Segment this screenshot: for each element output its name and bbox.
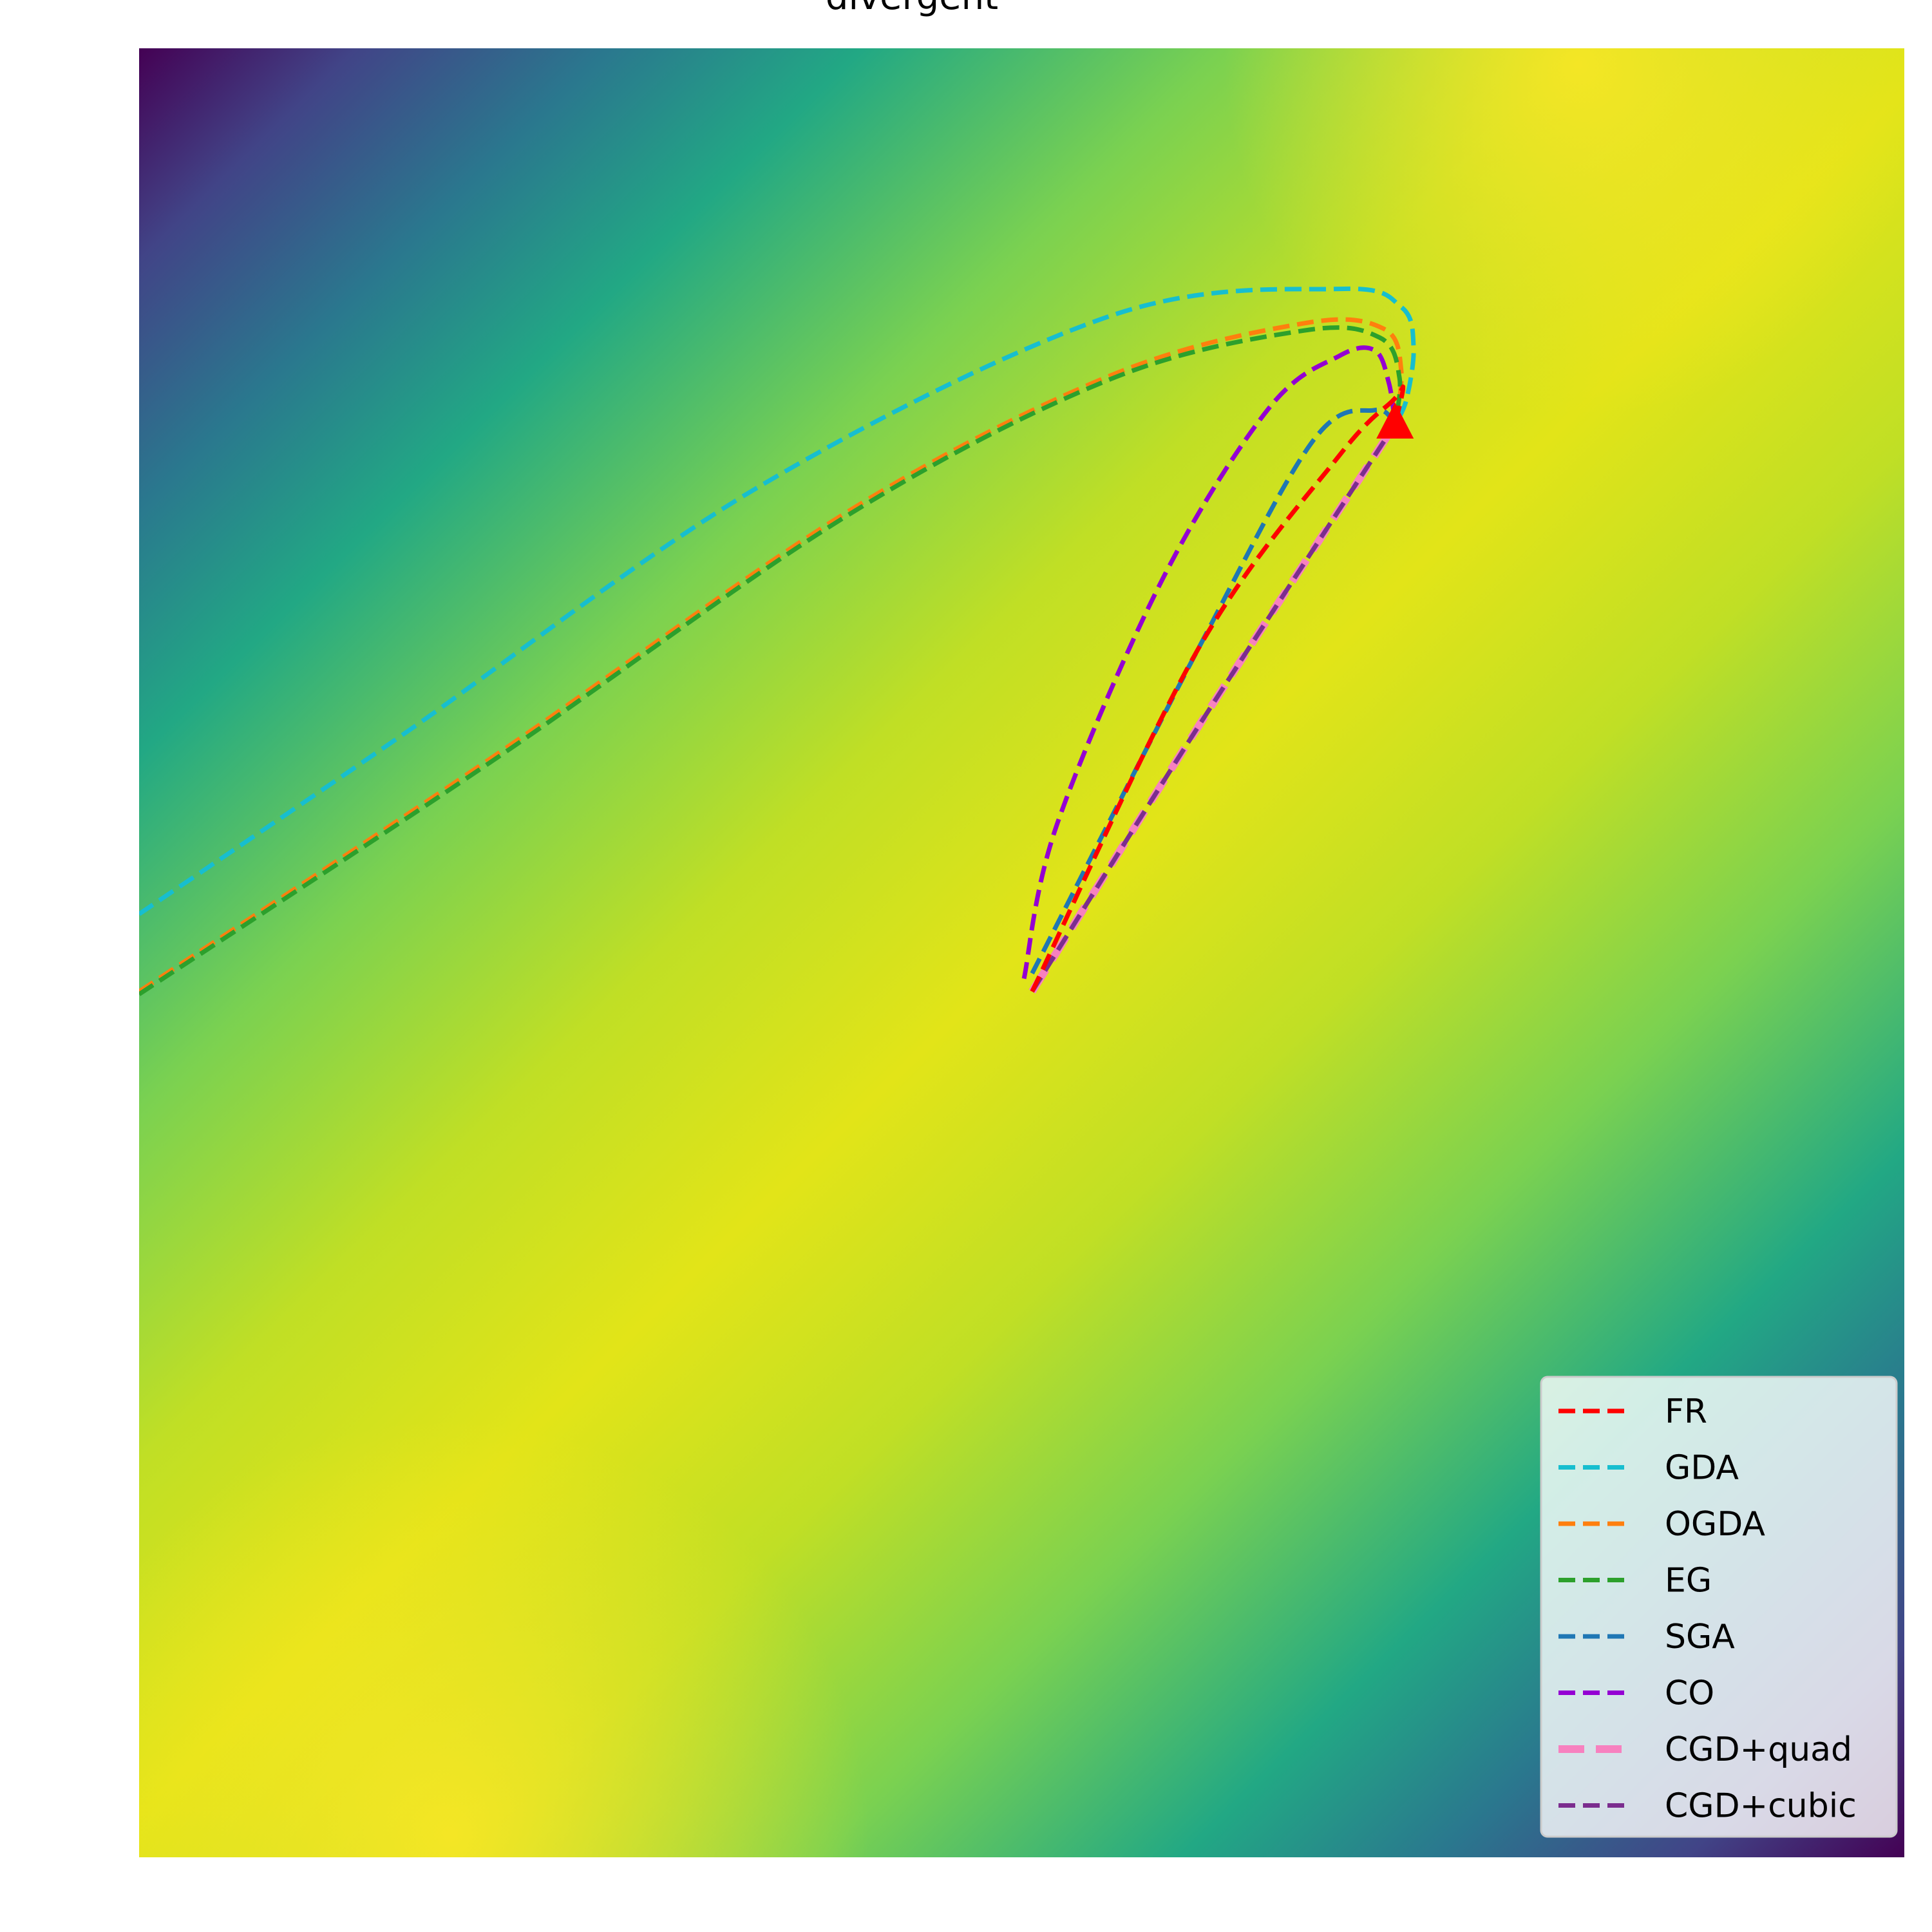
end-marker xyxy=(1376,402,1414,439)
legend-label-co: CO xyxy=(1665,1674,1714,1713)
legend-entry-cgd-plus-quad: CGD+quad xyxy=(1558,1730,1852,1769)
legend-label-cgd-plus-quad: CGD+quad xyxy=(1665,1730,1852,1769)
series-line-fr xyxy=(1030,384,1406,993)
legend-entry-fr: FR xyxy=(1558,1392,1707,1431)
series-line-co xyxy=(1021,345,1397,980)
legend-entry-eg: EG xyxy=(1558,1562,1712,1600)
legend-entry-co: CO xyxy=(1558,1674,1714,1713)
legend-frame xyxy=(1540,1376,1898,1838)
series-layer xyxy=(139,286,1416,996)
chart-title: divergent xyxy=(783,0,1041,19)
legend: FR GDA OGDA EG SGA CO CGD+quad CGD+cubic xyxy=(1540,1376,1898,1838)
legend-label-cgd-plus-cubic: CGD+cubic xyxy=(1665,1787,1857,1826)
contour-background xyxy=(139,48,1904,1857)
series-line-eg xyxy=(139,325,1403,996)
legend-entry-cgd-plus-cubic: CGD+cubic xyxy=(1558,1787,1857,1826)
series-line-cgd-plus-cubic xyxy=(1030,423,1397,993)
legend-entry-ogda: OGDA xyxy=(1558,1505,1765,1544)
legend-entry-gda: GDA xyxy=(1558,1449,1739,1488)
series-line-gda xyxy=(139,286,1416,916)
legend-label-eg: EG xyxy=(1665,1562,1712,1600)
series-line-sga xyxy=(1030,407,1397,975)
series-line-ogda xyxy=(139,317,1404,994)
legend-label-sga: SGA xyxy=(1665,1618,1735,1656)
legend-label-gda: GDA xyxy=(1665,1449,1739,1488)
legend-label-ogda: OGDA xyxy=(1665,1505,1765,1544)
legend-label-fr: FR xyxy=(1665,1392,1707,1431)
legend-entry-sga: SGA xyxy=(1558,1618,1735,1656)
